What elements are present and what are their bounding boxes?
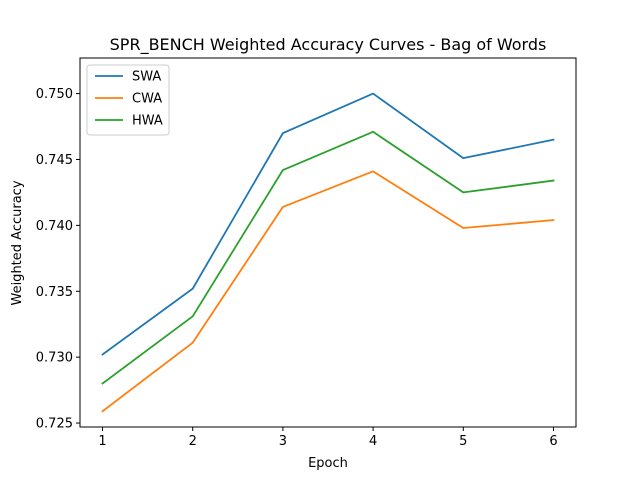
x-axis-label: Epoch — [308, 456, 348, 471]
x-tick-label: 5 — [459, 434, 467, 449]
y-tick-label: 0.745 — [36, 153, 73, 168]
series-line-hwa — [101, 130, 555, 385]
legend: SWA CWA HWA — [86, 64, 170, 136]
series-line-swa — [101, 92, 555, 356]
y-tick-label: 0.750 — [36, 87, 73, 102]
legend-label-cwa: CWA — [132, 92, 162, 107]
x-tick-label: 2 — [189, 434, 197, 449]
plot-area: 1 2 3 4 5 6 0.725 0.730 0.735 0.740 0.745 0.750 SWA C… — [36, 57, 577, 449]
chart-title: SPR_BENCH Weighted Accuracy Curves - Bag… — [110, 35, 547, 55]
x-tick-label: 3 — [279, 434, 287, 449]
legend-label-hwa: HWA — [132, 114, 163, 129]
legend-label-swa: SWA — [132, 70, 161, 85]
y-tick-label: 0.735 — [36, 285, 73, 300]
legend-box — [86, 64, 170, 136]
x-tick-label: 6 — [549, 434, 557, 449]
x-tick-label: 4 — [369, 434, 377, 449]
y-tick-label: 0.725 — [36, 417, 73, 432]
plot-frame — [79, 57, 577, 428]
y-tick-label: 0.740 — [36, 219, 73, 234]
y-axis-label: Weighted Accuracy — [10, 180, 25, 305]
series-line-cwa — [101, 170, 555, 413]
x-tick-label: 1 — [98, 434, 106, 449]
y-tick-label: 0.730 — [36, 351, 73, 366]
